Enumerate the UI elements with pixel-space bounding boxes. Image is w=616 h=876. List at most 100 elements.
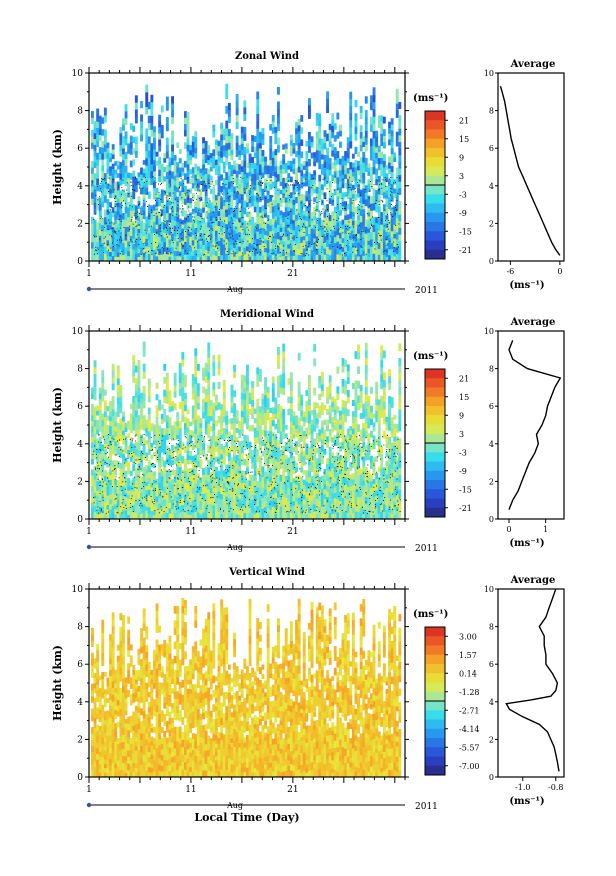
colorbar-band [425, 138, 445, 149]
y-tick-label: 8 [77, 365, 83, 375]
colorbar-unit: (ms⁻¹) [413, 609, 448, 620]
colorbar-band [425, 489, 445, 499]
y-tick-label: 0 [77, 515, 83, 525]
colorbar-band [425, 433, 445, 444]
colorbar-unit: (ms⁻¹) [413, 351, 448, 362]
profile-frame [497, 330, 565, 520]
profile-title: Average [510, 317, 556, 328]
colorbar-tick-label: -9 [459, 467, 467, 476]
panel-title: Vertical Wind [228, 567, 305, 578]
colorbar-band [425, 461, 445, 472]
heatmap-field [91, 598, 402, 777]
profile-x-tick: 0 [557, 267, 562, 276]
average-profile: Average 0 2 4 6 8 10 0 1 (ms⁻¹) [484, 317, 565, 549]
profile-y-tick: 0 [489, 257, 494, 266]
y-tick-label: 2 [77, 219, 83, 229]
colorbar-band [425, 710, 445, 720]
y-tick-label: 8 [77, 107, 83, 117]
heatmap-field [91, 341, 402, 519]
profile-line [499, 86, 561, 256]
profile-frame [497, 588, 565, 778]
colorbar-band [425, 406, 445, 416]
colorbar-band [425, 701, 445, 711]
colorbar-band [425, 148, 445, 158]
y-tick-label: 2 [77, 477, 83, 487]
profile-y-tick: 8 [489, 107, 494, 116]
colorbar-band [425, 719, 445, 730]
colorbar-band [425, 645, 445, 656]
colorbar-band [425, 627, 445, 637]
panel-title: Meridional Wind [220, 309, 314, 320]
colorbar-tick-label: -21 [459, 246, 472, 255]
colorbar-band [425, 396, 445, 407]
x-tick-label: 11 [185, 785, 196, 795]
profile-y-tick: 8 [489, 365, 494, 374]
colorbar-band [425, 507, 445, 518]
colorbar-band [425, 194, 445, 204]
colorbar-band [425, 175, 445, 186]
colorbar-tick-label: -4.14 [459, 725, 480, 734]
x-tick-label: 11 [185, 527, 196, 537]
colorbar-tick-label: -9 [459, 209, 467, 218]
colorbar-tick-label: -1.28 [459, 688, 480, 697]
y-tick-label: 0 [77, 257, 83, 267]
colorbar-band [425, 738, 445, 748]
profile-y-tick: 4 [489, 698, 494, 707]
profile-y-tick: 6 [489, 144, 494, 153]
colorbar-band [425, 240, 445, 251]
colorbar-band [425, 682, 445, 693]
colorbar-band [425, 480, 445, 490]
panel-title: Zonal Wind [235, 51, 299, 62]
colorbar-tick-label: 21 [459, 374, 469, 383]
profile-y-tick: 6 [489, 660, 494, 669]
profile-y-tick: 2 [489, 735, 494, 744]
average-profile: Average 0 2 4 6 8 10 -6 0 (ms⁻¹) [484, 59, 565, 291]
colorbar-tick-label: 3.00 [459, 632, 477, 641]
profile-title: Average [510, 59, 556, 70]
colorbar-band [425, 415, 445, 425]
y-tick-label: 4 [77, 440, 83, 450]
x-year-label: 2011 [415, 286, 438, 296]
month-start-marker [86, 286, 92, 292]
colorbar-tick-label: -7.00 [459, 762, 480, 771]
x-tick-label: 11 [185, 269, 196, 279]
profile-x-label: (ms⁻¹) [509, 280, 544, 291]
colorbar-band [425, 369, 445, 379]
colorbar-band [425, 424, 445, 435]
profile-x-tick: -1.0 [515, 783, 530, 792]
colorbar-tick-label: 1.57 [459, 651, 477, 660]
y-tick-label: 6 [77, 660, 83, 670]
colorbar-tick-label: -21 [459, 504, 472, 513]
colorbar-band [425, 765, 445, 776]
x-tick-label: 1 [86, 269, 92, 279]
colorbar-tick-label: 9 [459, 153, 464, 162]
profile-y-tick: 4 [489, 440, 494, 449]
x-tick-label: 1 [86, 527, 92, 537]
profile-y-tick: 0 [489, 515, 494, 524]
colorbar-band [425, 157, 445, 167]
colorbar-band [425, 452, 445, 462]
colorbar-band [425, 470, 445, 481]
y-tick-label: 10 [72, 69, 84, 79]
x-tick-label: 1 [86, 785, 92, 795]
colorbar-tick-label: 9 [459, 411, 464, 420]
colorbar-band [425, 387, 445, 398]
colorbar-band [425, 231, 445, 241]
colorbar-tick-label: 3 [459, 430, 464, 439]
colorbar-band [425, 498, 445, 509]
profile-y-tick: 2 [489, 219, 494, 228]
x-tick-label: 21 [287, 785, 298, 795]
colorbar-band [425, 120, 445, 130]
profile-y-tick: 2 [489, 477, 494, 486]
x-year-label: 2011 [415, 802, 438, 812]
colorbar-unit: (ms⁻¹) [413, 93, 448, 104]
profile-x-tick: 1 [543, 525, 548, 534]
colorbar-band [425, 664, 445, 674]
colorbar-band [425, 212, 445, 223]
colorbar-band [425, 378, 445, 388]
colorbar-band [425, 203, 445, 214]
profile-frame [497, 72, 565, 262]
